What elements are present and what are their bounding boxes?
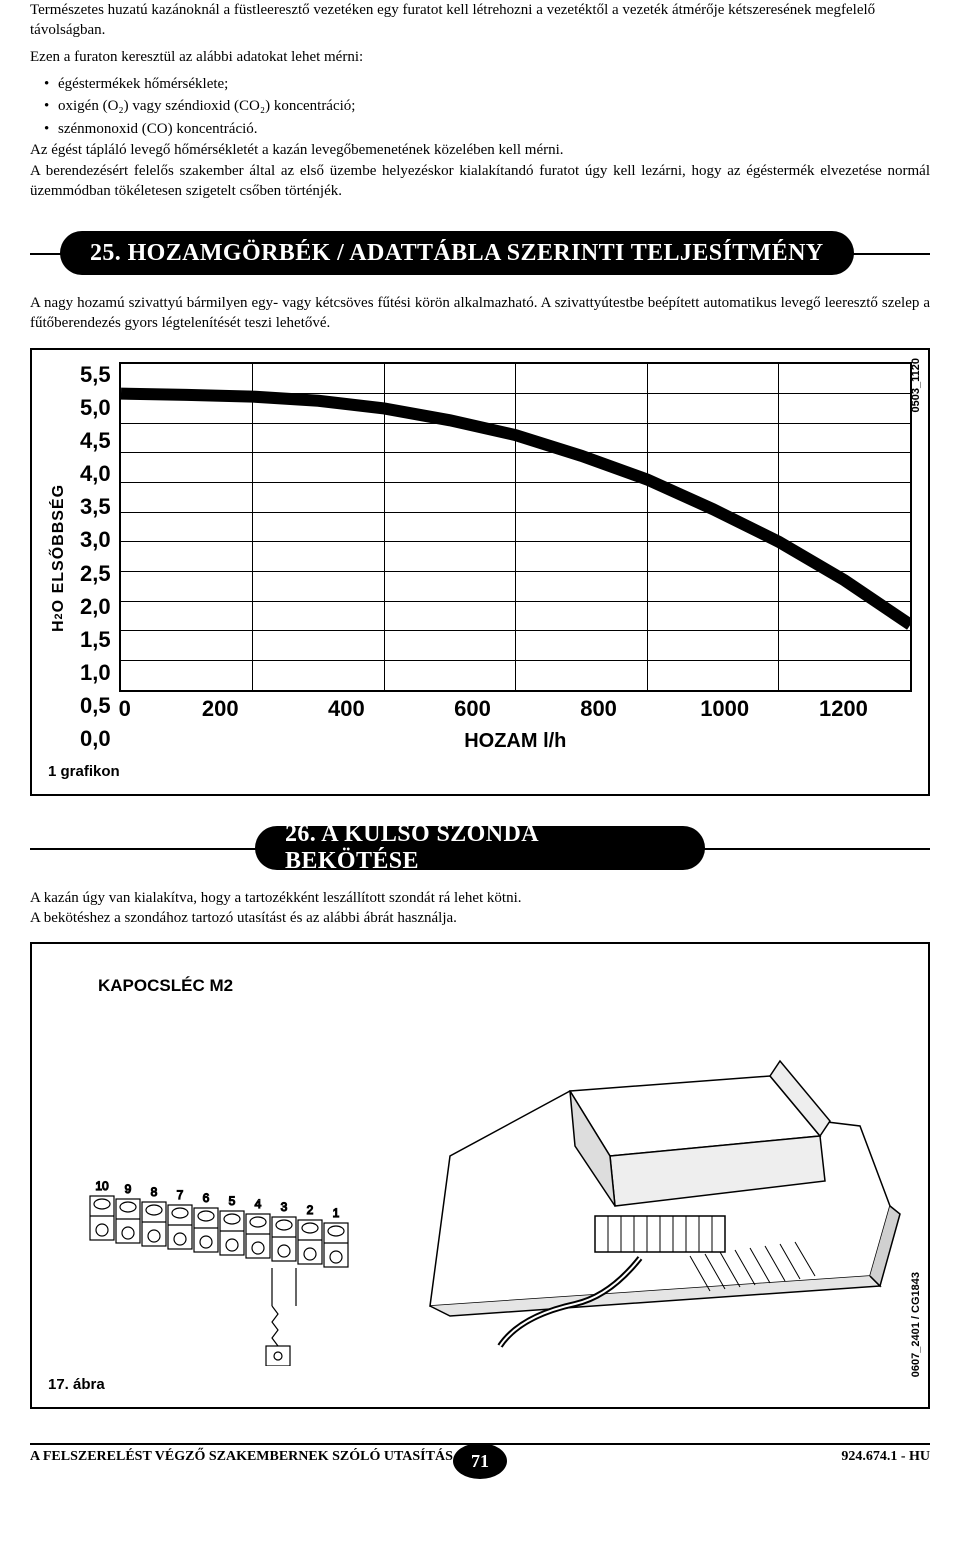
chart-xlabel: HOZAM l/h: [119, 730, 912, 753]
intro-paragraph-1: Természetes huzatú kazánoknál a füstleer…: [30, 0, 930, 41]
section-26-p2: A bekötéshez a szondához tartozó utasítá…: [30, 908, 930, 928]
ytick-label: 2,0: [80, 594, 111, 620]
xtick-label: 400: [328, 696, 365, 722]
section-25-desc: A nagy hozamú szivattyú bármilyen egy- v…: [30, 293, 930, 334]
ytick-label: 0,5: [80, 693, 111, 719]
section-26-p1: A kazán úgy van kialakítva, hogy a tarto…: [30, 888, 930, 908]
chart-yticks: 5,5 5,0 4,5 4,0 3,5 3,0 2,5 2,0 1,5 1,0 0,5 0,0: [70, 362, 119, 753]
terminal-strip: 10 9 8 7 6 5 4 3 2 1: [90, 1179, 348, 1267]
ytick-label: 4,0: [80, 461, 111, 487]
xtick-label: 800: [580, 696, 617, 722]
svg-text:10: 10: [95, 1179, 109, 1193]
wiring-code: 0607_2401 / CG1843: [910, 1272, 922, 1377]
page-footer: A FELSZERELÉST VÉGZŐ SZAKEMBERNEK SZÓLÓ …: [30, 1443, 930, 1465]
svg-text:5: 5: [229, 1194, 236, 1208]
intro-paragraph-4: A berendezésért felelős szakember által …: [30, 161, 930, 202]
bullet-item: szénmonoxid (CO) koncentráció.: [44, 118, 930, 141]
intro-paragraph-2: Ezen a furaton keresztül az alábbi adato…: [30, 47, 930, 67]
xtick-label: 200: [202, 696, 239, 722]
intro-bullets: égéstermékek hőmérséklete; oxigén (O₂) v…: [44, 73, 930, 141]
svg-text:7: 7: [177, 1188, 184, 1202]
ytick-label: 3,0: [80, 527, 111, 553]
wiring-figure: KAPOCSLÉC M2: [30, 942, 930, 1409]
footer-left: A FELSZERELÉST VÉGZŐ SZAKEMBERNEK SZÓLÓ …: [30, 1449, 453, 1465]
chart-ylabel: H2O ELSŐBBSÉG: [48, 362, 70, 753]
xtick-label: 600: [454, 696, 491, 722]
chart-caption: 1 grafikon: [48, 763, 912, 780]
bullet-item: oxigén (O₂) vagy széndioxid (CO₂) koncen…: [44, 95, 930, 118]
page-number: 71: [453, 1443, 507, 1479]
m2-label: KAPOCSLÉC M2: [98, 976, 912, 996]
footer-right: 924.674.1 - HU: [841, 1449, 930, 1465]
intro-paragraph-3: Az égést tápláló levegő hőmérsékletét a …: [30, 140, 930, 160]
ytick-label: 2,5: [80, 561, 111, 587]
svg-text:8: 8: [151, 1185, 158, 1199]
xtick-label: 1200: [819, 696, 868, 722]
svg-text:4: 4: [255, 1197, 262, 1211]
ytick-label: 3,5: [80, 494, 111, 520]
svg-text:2: 2: [307, 1203, 314, 1217]
ytick-label: 4,5: [80, 428, 111, 454]
ytick-label: 5,5: [80, 362, 111, 388]
bullet-item: égéstermékek hőmérséklete;: [44, 73, 930, 96]
ytick-label: 0,0: [80, 726, 111, 752]
xtick-label: 1000: [700, 696, 749, 722]
wiring-caption: 17. ábra: [48, 1376, 912, 1393]
section-26-header: 26. A KÜLSŐ SZONDA BEKÖTÉSE: [30, 826, 930, 870]
section-25-header: 25. HOZAMGÖRBÉK / ADATTÁBLA SZERINTI TEL…: [30, 231, 930, 275]
wiring-diagram: 10 9 8 7 6 5 4 3 2 1: [48, 1006, 912, 1366]
svg-text:6: 6: [203, 1191, 210, 1205]
ytick-label: 1,0: [80, 660, 111, 686]
section-25-title: 25. HOZAMGÖRBÉK / ADATTÁBLA SZERINTI TEL…: [60, 231, 854, 275]
svg-text:3: 3: [281, 1200, 288, 1214]
svg-text:9: 9: [125, 1182, 132, 1196]
ytick-label: 5,0: [80, 395, 111, 421]
ytick-label: 1,5: [80, 627, 111, 653]
section-26-title: 26. A KÜLSŐ SZONDA BEKÖTÉSE: [255, 826, 705, 870]
chart-plot-area: [119, 362, 912, 692]
chart-figure: 0503_1120 H2O ELSŐBBSÉG 5,55,04,54,03,53…: [30, 348, 930, 796]
xtick-label: 0: [119, 696, 131, 722]
svg-text:1: 1: [333, 1206, 340, 1220]
chart-xticks: 0 200 400 600 800 1000 1200: [119, 696, 912, 722]
